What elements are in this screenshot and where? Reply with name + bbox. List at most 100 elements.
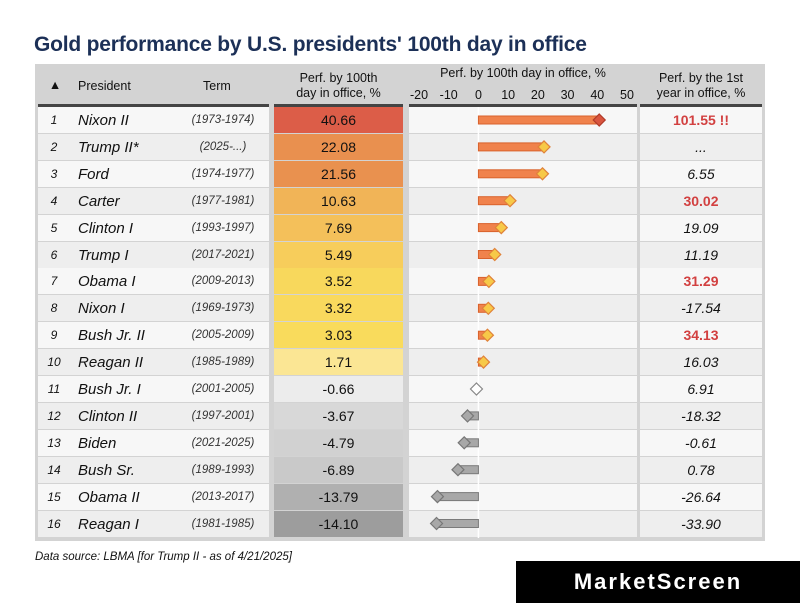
chart-row-bg [409,376,637,402]
perf-1st-year-value: 101.55 !! [672,112,730,128]
chart-row-bg [409,349,637,375]
president-name: Nixon II [78,111,129,129]
row-index: 11 [47,382,61,396]
header-chart: Perf. by 100th day in office, % [440,65,606,80]
chart-row-bg [409,403,637,429]
row-index: 12 [47,409,61,423]
table-row [38,134,269,160]
term-years: (2013-2017) [191,491,255,503]
header-year1-line1: Perf. by the 1st [658,70,744,85]
bar [477,142,545,152]
header-underline [640,104,762,107]
table-row [38,511,269,537]
bar-end-marker [469,382,484,396]
term-years: (2009-2013) [191,275,255,287]
bar-end-marker [481,301,496,316]
perf-1st-year-value: 0.78 [687,462,715,478]
x-tick-label: 30 [561,88,575,102]
perf-1st-year-value: 6.55 [687,166,715,182]
year1-row-bg [640,161,762,187]
x-tick-label: 10 [501,88,515,102]
president-name: Ford [78,165,109,183]
bar-end-marker [480,328,495,343]
term-years: (1974-1977) [191,168,255,180]
term-years: (1973-1974) [191,114,255,126]
chart-row-bg [409,457,637,483]
perf-1st-year-value: -26.64 [681,489,721,505]
row-index: 10 [47,355,61,369]
table-row [38,484,269,510]
term-years: (1989-1993) [191,464,255,476]
row-index: 3 [50,167,58,181]
chart-row-bg [409,188,637,214]
perf-100-value: -3.67 [274,403,403,429]
header-year1-line2: year in office, % [656,85,746,100]
x-tick-label: 0 [475,88,482,102]
bar-end-marker [482,274,496,289]
row-index: 14 [47,463,61,477]
x-tick-label: -20 [410,88,428,102]
bar-end-marker [535,166,550,181]
president-name: Nixon I [78,299,125,317]
bar-end-marker [494,220,509,235]
header-term: Term [203,78,231,93]
year1-row-bg [640,376,762,402]
perf-100-value: 21.56 [274,161,403,187]
president-name: Trump I [78,246,129,264]
year1-row-bg [640,268,762,294]
perf-100-value: 22.08 [274,134,403,160]
table-row [38,349,269,375]
perf-1st-year-value: -18.32 [681,408,721,424]
bar [477,169,543,179]
year1-row-bg [640,188,762,214]
table-row [38,376,269,402]
chart-row-bg [409,430,637,456]
perf-100-value: -0.66 [274,376,403,402]
chart-row-bg [409,268,637,294]
perf-1st-year-value: 19.09 [683,220,719,236]
president-name: Clinton II [78,407,138,425]
table-row [38,322,269,348]
perf-1st-year-value: 6.91 [687,381,715,397]
year1-row-bg [640,134,762,160]
president-name: Bush Jr. II [78,326,145,344]
bar-end-marker [592,113,607,127]
x-tick-label: 40 [590,88,604,102]
table-row [38,268,269,294]
perf-100-value: 1.71 [274,349,403,375]
chart-row-bg [409,215,637,241]
president-name: Bush Jr. I [78,380,141,398]
header-president: President [78,78,131,93]
year1-row-bg [640,430,762,456]
term-years: (2025-...) [199,141,247,153]
row-index: 7 [50,274,58,288]
perf-100-value: 10.63 [274,188,403,214]
year1-row-bg [640,242,762,268]
year1-row-bg [640,349,762,375]
perf-1st-year-value: ... [695,139,707,155]
brand-logo: MarketScreen [516,561,800,603]
sort-icon[interactable]: ▲ [48,78,62,92]
term-years: (2005-2009) [191,329,255,341]
perf-1st-year-value: -0.61 [685,435,717,451]
chart-row-bg [409,322,637,348]
president-name: Obama I [78,272,136,290]
row-index: 13 [47,436,61,450]
year1-row-bg [640,107,762,133]
year1-row-bg [640,403,762,429]
perf-1st-year-value: 30.02 [683,193,719,209]
header-underline [274,104,403,107]
perf-100-value: -14.10 [274,511,403,537]
table-row [38,161,269,187]
president-name: Reagan I [78,515,139,533]
table-row [38,295,269,321]
chart-row-bg [409,295,637,321]
term-years: (2021-2025) [191,437,255,449]
year1-row-bg [640,295,762,321]
header-underline [38,104,269,107]
term-years: (1985-1989) [191,356,255,368]
perf-100-value: 3.52 [274,268,403,294]
table-row [38,403,269,429]
year1-row-bg [640,511,762,537]
term-years: (1981-1985) [191,518,255,530]
